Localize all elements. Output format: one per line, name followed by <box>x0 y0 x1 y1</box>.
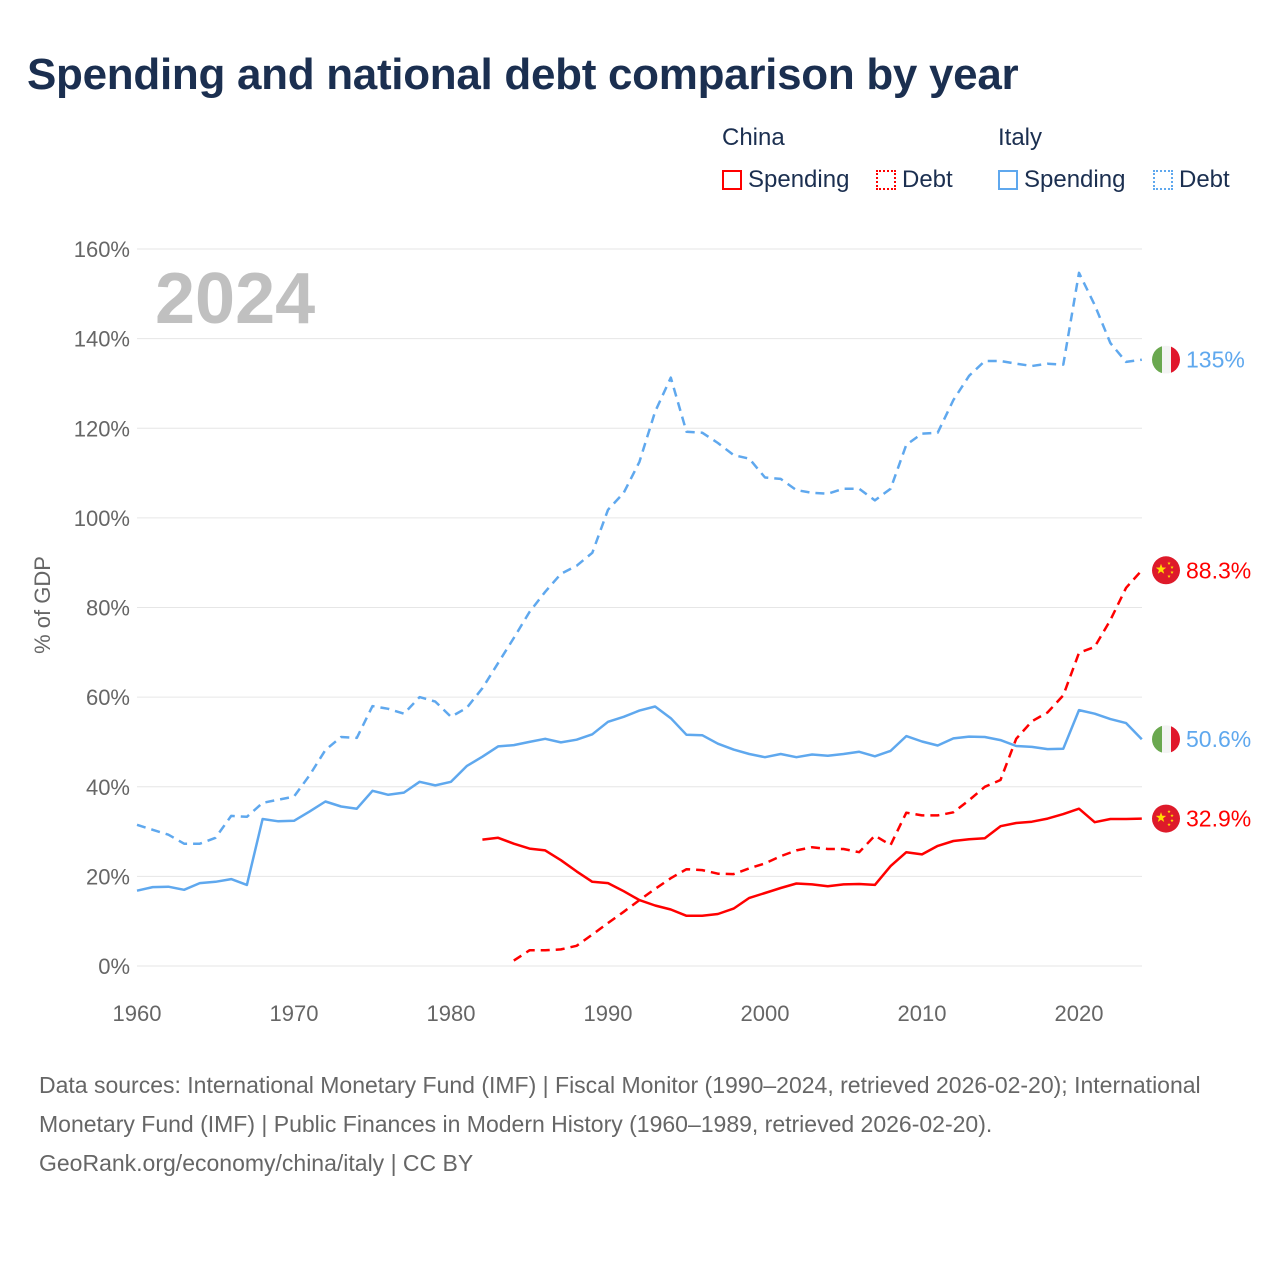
flag-small-star <box>1167 822 1171 826</box>
legend-label: Debt <box>902 166 953 193</box>
legend-italy-spending[interactable]: Spending <box>998 166 1125 194</box>
flag-small-star <box>1170 818 1174 822</box>
flag-small-star <box>1170 570 1174 574</box>
x-tick-label: 1990 <box>584 1001 633 1026</box>
flag-stripe-red <box>1171 345 1180 374</box>
legend-china-spending[interactable]: Spending <box>722 166 849 194</box>
legend-china-debt[interactable]: Debt <box>876 166 953 194</box>
legend-swatch-solid-red <box>722 170 742 190</box>
flag-stripe-green <box>1152 345 1162 374</box>
series-china-debt <box>513 569 1143 962</box>
y-tick-label: 80% <box>86 596 130 621</box>
y-tick-label: 60% <box>86 685 130 710</box>
flag-star <box>1155 812 1167 822</box>
y-axis-label: % of GDP <box>30 556 55 654</box>
legend-swatch-dotted-red <box>876 170 896 190</box>
x-tick-label: 2020 <box>1055 1001 1104 1026</box>
end-marker <box>1152 345 1180 374</box>
legend-label: Spending <box>748 166 850 193</box>
series-china-spending <box>482 807 1142 918</box>
italy-flag-icon <box>1152 725 1180 754</box>
x-tick-label: 2010 <box>898 1001 947 1026</box>
end-marker <box>1152 556 1180 585</box>
italy-flag-icon <box>1152 345 1180 374</box>
footer: Data sources: International Monetary Fun… <box>39 1066 1239 1183</box>
flag-stripe-red <box>1171 725 1180 754</box>
china-flag-icon <box>1152 804 1180 833</box>
legend-label: Debt <box>1179 166 1230 193</box>
legend-swatch-dotted-blue <box>1153 170 1173 190</box>
y-tick-label: 140% <box>74 327 130 352</box>
series-italy-debt <box>136 271 1142 845</box>
x-tick-label: 2000 <box>741 1001 790 1026</box>
flag-field <box>1152 556 1180 585</box>
end-marker <box>1152 804 1180 833</box>
y-tick-label: 40% <box>86 775 130 800</box>
x-tick-label: 1980 <box>427 1001 476 1026</box>
series-lines <box>136 271 1143 962</box>
x-tick-label: 1960 <box>113 1001 162 1026</box>
y-tick-label: 120% <box>74 416 130 441</box>
flag-stripe-green <box>1152 725 1162 754</box>
gridlines: 0% 20% 40% 60% 80% 100% 120% 140% 160% 1960 1970 19… <box>74 237 1142 1026</box>
end-value-label: 32.9% <box>1186 806 1251 832</box>
flag-stripe-white <box>1162 725 1171 754</box>
end-value-label: 50.6% <box>1186 726 1251 752</box>
flag-field <box>1152 804 1180 833</box>
chart-title: Spending and national debt comparison by… <box>27 50 1019 99</box>
flag-star <box>1155 563 1167 574</box>
year-watermark: 2024 <box>155 259 315 339</box>
flag-small-star <box>1167 574 1171 578</box>
legend-label: Spending <box>1024 166 1126 193</box>
flag-small-star <box>1167 561 1171 565</box>
china-flag-icon <box>1152 556 1180 585</box>
legend-swatch-solid-blue <box>998 170 1018 190</box>
end-value-label: 135% <box>1186 347 1245 373</box>
y-tick-label: 160% <box>74 237 130 262</box>
flag-small-star <box>1167 809 1171 813</box>
y-tick-label: 20% <box>86 864 130 889</box>
series-italy-spending <box>136 705 1143 892</box>
data-sources: Data sources: International Monetary Fun… <box>39 1072 1201 1137</box>
x-tick-label: 1970 <box>270 1001 319 1026</box>
flag-stripe-white <box>1162 345 1171 374</box>
y-tick-label: 100% <box>74 506 130 531</box>
legend-group-china: China <box>722 124 785 151</box>
end-labels: 32.9% 88.3% 50.6% 135% <box>1152 345 1251 833</box>
flag-small-star <box>1170 813 1174 817</box>
flag-small-star <box>1170 565 1174 569</box>
end-marker <box>1152 725 1180 754</box>
y-tick-label: 0% <box>98 954 130 979</box>
legend-group-italy: Italy <box>998 124 1043 151</box>
credit-link[interactable]: GeoRank.org/economy/china/italy | CC BY <box>39 1150 474 1176</box>
end-value-label: 88.3% <box>1186 557 1251 583</box>
legend-italy-debt[interactable]: Debt <box>1153 166 1230 194</box>
